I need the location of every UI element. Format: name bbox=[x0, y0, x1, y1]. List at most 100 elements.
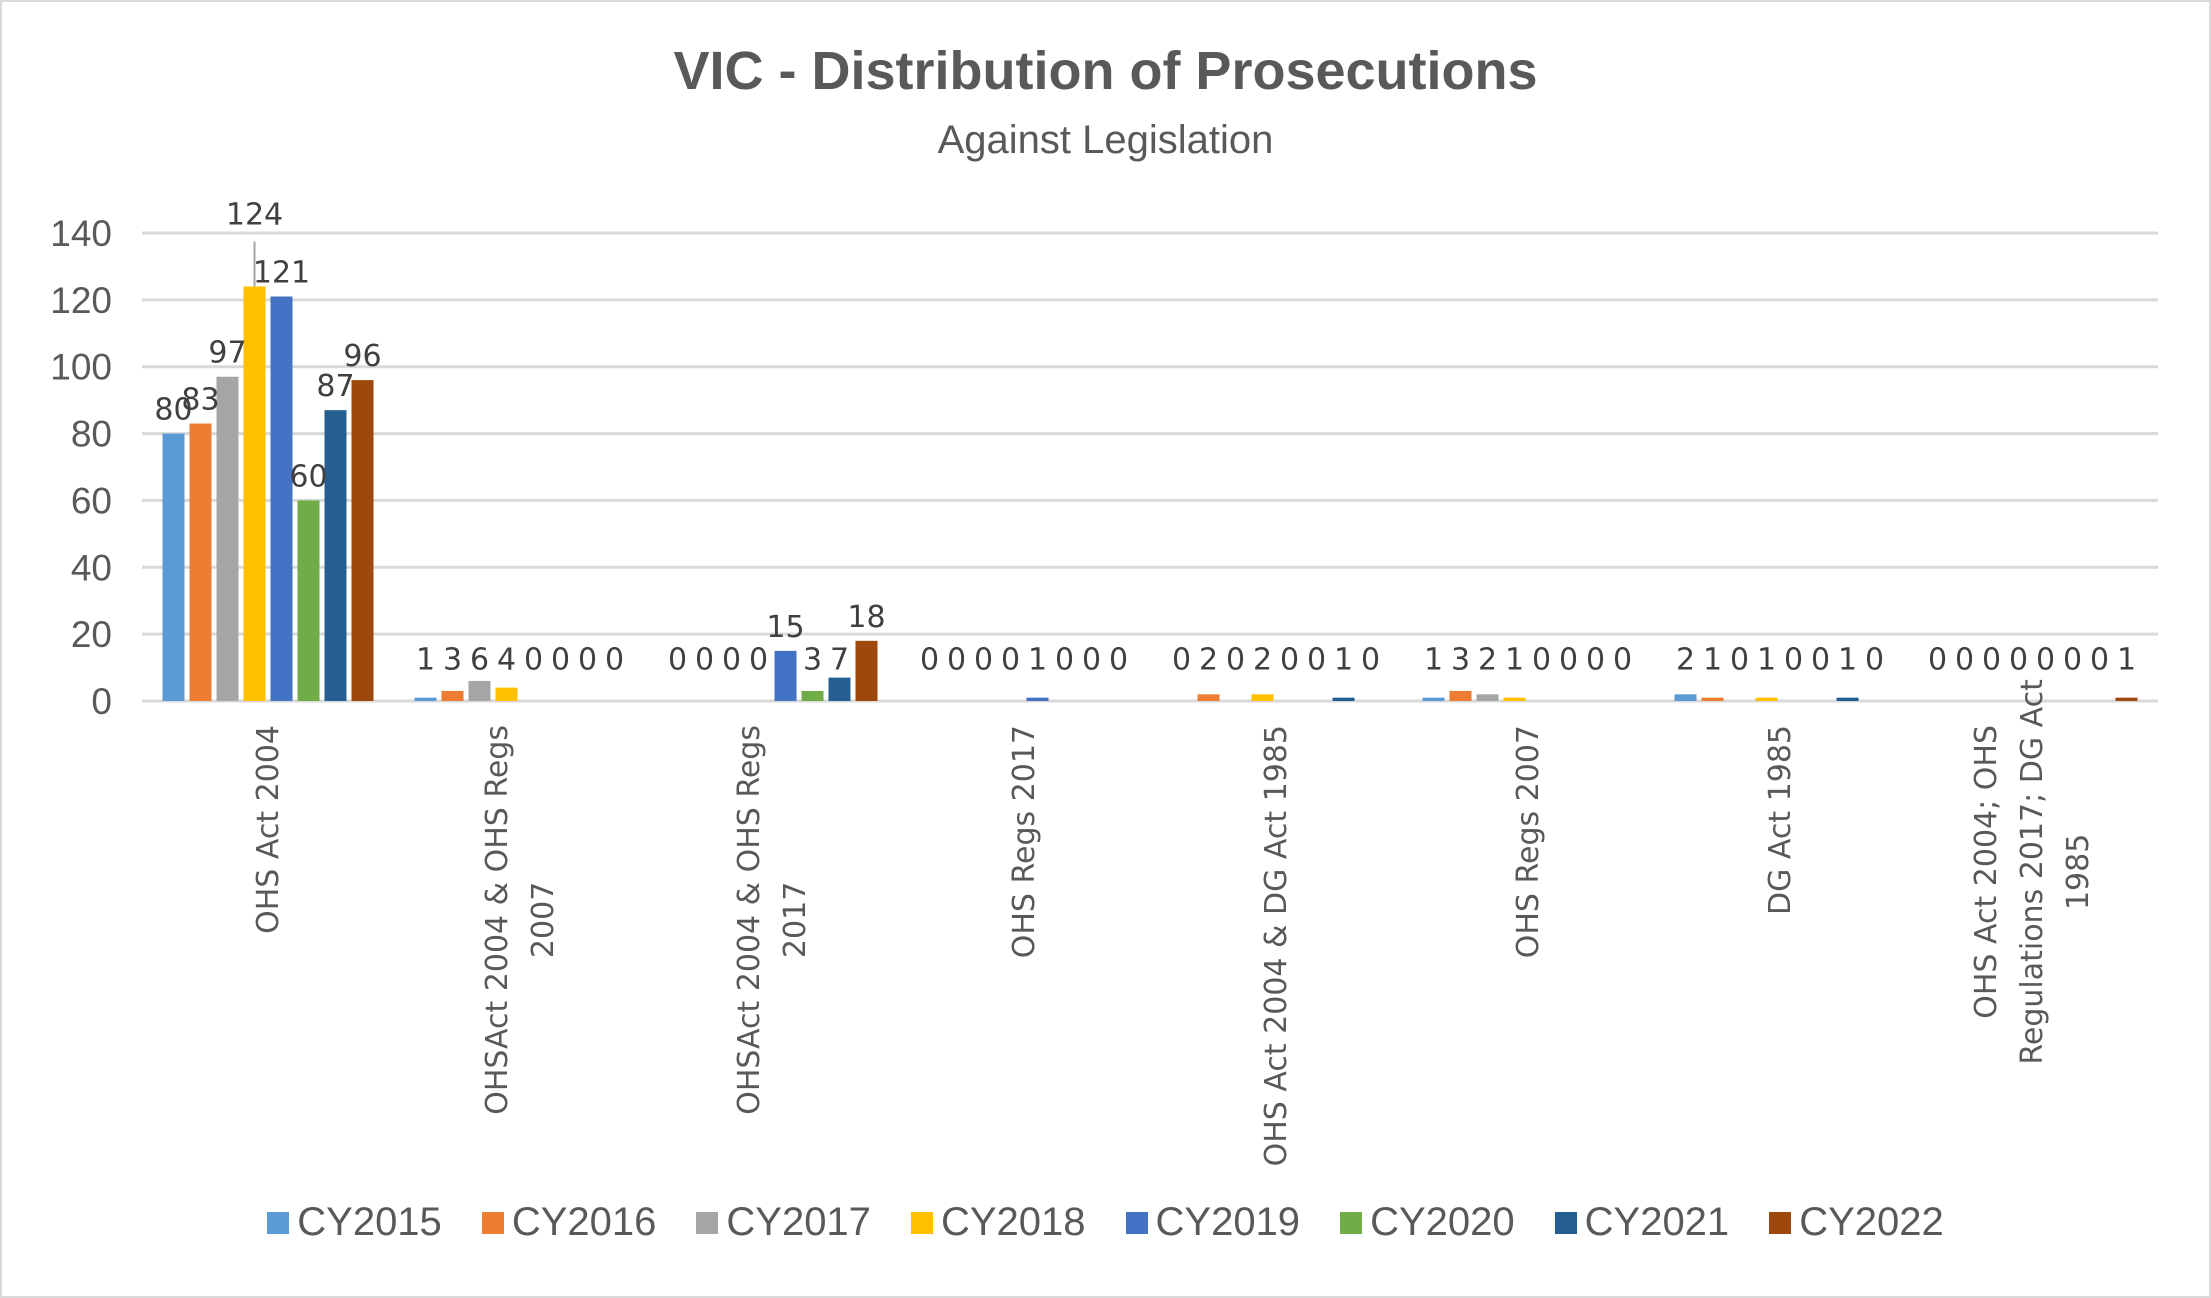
x-axis: OHS Act 2004 OHSAct 2004 & OHS Regs 2007 OH… bbox=[251, 679, 2096, 1166]
data-label: 0 bbox=[1982, 643, 2001, 678]
legend-swatch bbox=[696, 1211, 719, 1234]
chart-title: VIC - Distribution of Prosecutions bbox=[673, 41, 1538, 101]
bar-cy2020 bbox=[297, 500, 320, 701]
legend-swatch bbox=[481, 1211, 504, 1234]
data-label: 0 bbox=[947, 643, 966, 678]
legend-swatch bbox=[1125, 1211, 1148, 1234]
gridlines bbox=[142, 231, 2158, 703]
data-label: 80 bbox=[154, 393, 192, 428]
bar-cy2016 bbox=[1701, 697, 1724, 701]
y-tick-label: 80 bbox=[71, 414, 112, 455]
data-label: 0 bbox=[2009, 643, 2028, 678]
x-tick-label-line: 2017 bbox=[778, 882, 813, 958]
data-label: 0 bbox=[2063, 643, 2082, 678]
legend: CY2015 CY2016 CY2017 CY2018 CY2019 CY2020 CY20… bbox=[0, 1200, 2211, 1245]
bar-cy2021 bbox=[828, 677, 851, 701]
legend-label: CY2019 bbox=[1155, 1200, 1301, 1244]
legend-label: CY2020 bbox=[1370, 1200, 1515, 1244]
data-label: 0 bbox=[578, 643, 597, 678]
data-label: 0 bbox=[524, 643, 543, 678]
data-label: 96 bbox=[343, 339, 381, 374]
data-label: 0 bbox=[605, 643, 624, 678]
y-axis: 0 20 40 60 80 100 120 140 bbox=[50, 213, 112, 722]
y-tick-label: 60 bbox=[71, 480, 112, 521]
data-label: 0 bbox=[974, 643, 993, 678]
legend-label: CY2016 bbox=[511, 1200, 657, 1244]
data-label: 1 bbox=[1703, 643, 1722, 678]
bar-cy2022 bbox=[2115, 697, 2138, 701]
data-label: 0 bbox=[2036, 643, 2055, 678]
x-tick-label-line: OHSAct 2004 & OHS Regs bbox=[480, 725, 515, 1115]
data-label: 1 bbox=[1424, 643, 1443, 678]
data-label: 0 bbox=[1361, 643, 1380, 678]
x-tick-label: OHS Act 2004; OHS Regulations 2017; DG Ac… bbox=[1969, 679, 2096, 1065]
x-tick-label: OHSAct 2004 & OHS Regs 2017 bbox=[732, 725, 813, 1115]
x-tick-label-line: DG Act 1985 bbox=[1763, 725, 1798, 915]
y-tick-label: 120 bbox=[50, 280, 112, 321]
data-label: 0 bbox=[1082, 643, 1101, 678]
data-label: 1 bbox=[2117, 643, 2136, 678]
bar-cy2018 bbox=[495, 687, 518, 701]
data-label: 0 bbox=[551, 643, 570, 678]
bar-cy2021 bbox=[324, 410, 347, 701]
bar-cy2020 bbox=[801, 690, 824, 701]
legend-label: CY2017 bbox=[726, 1200, 871, 1244]
data-label: 2 bbox=[1478, 643, 1497, 678]
legend-swatch bbox=[1340, 1211, 1363, 1234]
data-label: 0 bbox=[1613, 643, 1632, 678]
legend-item-cy2015: CY2015 bbox=[267, 1200, 442, 1245]
data-label: 0 bbox=[1784, 643, 1803, 678]
legend-item-cy2019: CY2019 bbox=[1125, 1200, 1301, 1245]
bar-cy2019 bbox=[774, 650, 797, 701]
legend-item-cy2018: CY2018 bbox=[910, 1200, 1086, 1245]
data-label: 1 bbox=[1757, 643, 1776, 678]
data-label: 0 bbox=[1001, 643, 1020, 678]
data-label: 0 bbox=[1280, 643, 1299, 678]
x-tick-label: DG Act 1985 bbox=[1763, 725, 1798, 915]
legend-swatch bbox=[267, 1211, 290, 1234]
x-tick-label-line: OHS Act 2004; OHS bbox=[1969, 725, 2004, 1019]
data-label: 3 bbox=[1451, 643, 1470, 678]
bar-cy2022 bbox=[351, 380, 374, 701]
x-tick-label: OHS Regs 2007 bbox=[1511, 725, 1546, 958]
data-label: 0 bbox=[920, 643, 939, 678]
bar-cy2019 bbox=[270, 296, 293, 701]
data-label: 1 bbox=[1838, 643, 1857, 678]
data-label: 0 bbox=[749, 643, 768, 678]
chart-subtitle: Against Legislation bbox=[937, 118, 1274, 162]
bar-cy2018 bbox=[1755, 697, 1778, 701]
data-label: 4 bbox=[497, 643, 516, 678]
bar-cy2017 bbox=[468, 680, 491, 701]
y-tick-label: 140 bbox=[50, 213, 112, 254]
data-label: 124 bbox=[226, 197, 283, 232]
data-label: 7 bbox=[830, 643, 849, 678]
bar-cy2021 bbox=[1836, 697, 1859, 701]
bar-cy2016 bbox=[189, 423, 212, 701]
data-label: 0 bbox=[695, 643, 714, 678]
y-tick-label: 100 bbox=[50, 347, 112, 388]
data-label: 60 bbox=[289, 459, 327, 494]
data-label: 0 bbox=[1559, 643, 1578, 678]
data-label: 3 bbox=[803, 643, 822, 678]
y-tick-label: 40 bbox=[71, 547, 112, 588]
x-tick-label-line: OHS Regs 2007 bbox=[1511, 725, 1546, 958]
data-label: 2 bbox=[1199, 643, 1218, 678]
legend-item-cy2022: CY2022 bbox=[1769, 1200, 1944, 1245]
legend-item-cy2021: CY2021 bbox=[1554, 1200, 1730, 1245]
legend-label: CY2018 bbox=[940, 1200, 1086, 1244]
data-label: 1 bbox=[1028, 643, 1047, 678]
data-label: 0 bbox=[1055, 643, 1074, 678]
data-label: 0 bbox=[1928, 643, 1947, 678]
data-label: 0 bbox=[1172, 643, 1191, 678]
x-tick-label-line: OHS Regs 2017 bbox=[1007, 725, 1042, 958]
data-label: 3 bbox=[443, 643, 462, 678]
bar-cy2015 bbox=[414, 697, 437, 701]
bar-cy2017 bbox=[216, 376, 239, 701]
legend-swatch bbox=[1554, 1211, 1577, 1234]
x-tick-label-line: 1985 bbox=[2061, 834, 2096, 910]
data-label: 2 bbox=[1676, 643, 1695, 678]
legend-label: CY2021 bbox=[1584, 1200, 1730, 1244]
bar-cy2021 bbox=[1332, 697, 1355, 701]
x-tick-label: OHS Regs 2017 bbox=[1007, 725, 1042, 958]
